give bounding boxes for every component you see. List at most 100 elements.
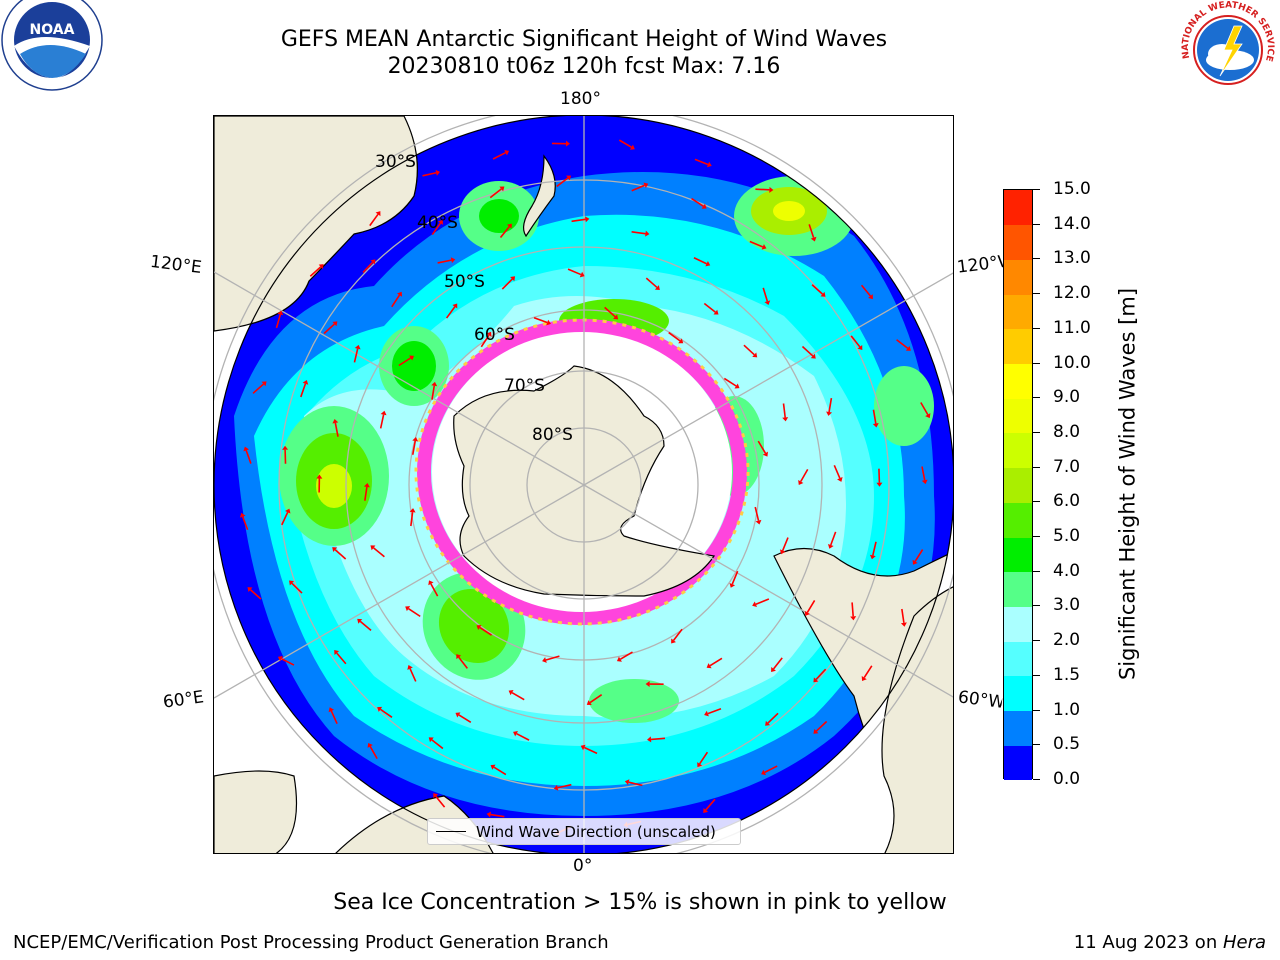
- wind-arrow: [707, 707, 722, 715]
- wind-arrow: [672, 628, 683, 641]
- colorbar-tick: [1033, 536, 1040, 538]
- wind-arrow: [772, 657, 783, 670]
- wind-arrow-head: [318, 264, 324, 270]
- colorbar-tick-label: 8.0: [1053, 421, 1081, 442]
- wind-arrow-head: [375, 211, 381, 217]
- wind-arrow: [334, 422, 339, 437]
- wind-arrow: [369, 746, 378, 760]
- wind-arrow-head: [428, 737, 434, 743]
- wind-arrow-head: [486, 331, 492, 337]
- colorbar-segment: [1004, 363, 1032, 399]
- wind-arrow-head: [455, 712, 461, 718]
- colorbar-tick: [1033, 640, 1040, 642]
- wind-arrow-head: [546, 319, 551, 326]
- wind-arrow: [511, 691, 525, 701]
- wind-arrow-head: [580, 744, 586, 751]
- wind-arrow-head: [486, 811, 492, 818]
- colorbar-tick-label: 12.0: [1053, 283, 1091, 304]
- wind-arrow: [533, 316, 548, 324]
- wind-arrow-head: [354, 344, 361, 350]
- svg-text:NOAA: NOAA: [30, 22, 75, 38]
- colorbar-segment: [1004, 675, 1032, 712]
- wind-arrow: [618, 139, 632, 148]
- wind-arrow-head: [729, 582, 736, 588]
- colorbar-segment: [1004, 190, 1032, 226]
- wind-arrow: [920, 402, 929, 416]
- wind-arrow: [373, 547, 385, 558]
- wind-arrow: [631, 184, 645, 192]
- wind-arrow: [650, 737, 666, 741]
- colorbar: [1003, 189, 1033, 781]
- wind-arrow-head: [912, 559, 918, 565]
- wind-arrow-head: [752, 352, 758, 358]
- wind-arrow: [755, 188, 770, 191]
- wind-arrow-head: [277, 656, 283, 662]
- wind-arrow: [762, 287, 769, 302]
- map-panel[interactable]: [213, 115, 954, 854]
- colorbar-tick-label: 2.0: [1053, 630, 1081, 651]
- new-zealand: [522, 154, 556, 238]
- wind-arrow-head: [510, 276, 516, 282]
- wind-arrow: [334, 549, 347, 560]
- wind-arrow-head: [850, 616, 857, 621]
- colorbar-segment: [1004, 745, 1032, 781]
- wind-arrow-head: [566, 175, 572, 181]
- wind-arrow: [693, 257, 707, 265]
- wind-arrow: [364, 486, 368, 501]
- wind-arrow-head: [706, 161, 712, 168]
- wind-arrow-head: [765, 720, 771, 726]
- noaa-logo: NOAA: [1, 0, 103, 91]
- wind-arrow: [589, 693, 603, 704]
- wind-arrow: [431, 385, 436, 400]
- wind-arrow: [493, 766, 507, 776]
- wind-arrow-head: [380, 410, 387, 416]
- wind-arrow-head: [438, 219, 443, 225]
- wind-arrow-head: [407, 665, 413, 670]
- colorbar-tick-label: 15.0: [1053, 179, 1091, 199]
- wind-arrow-head: [409, 508, 416, 513]
- colorbar-tick-label: 13.0: [1053, 248, 1091, 269]
- wind-arrow: [806, 600, 816, 613]
- wind-arrow: [241, 516, 249, 531]
- wind-arrow-head: [553, 784, 559, 791]
- wind-arrow-head: [762, 451, 768, 457]
- wind-arrow-head: [584, 216, 590, 223]
- wind-arrow: [499, 226, 510, 239]
- polar-map[interactable]: [214, 116, 954, 854]
- colorbar-segment: [1004, 259, 1032, 295]
- graticule: [214, 116, 953, 853]
- colorbar-segment: [1004, 710, 1032, 746]
- wind-arrow-head: [405, 606, 411, 612]
- wind-arrow: [379, 414, 385, 429]
- wind-arrow-head: [450, 257, 456, 264]
- wind-arrow: [850, 335, 861, 348]
- wind-arrow-head: [925, 413, 931, 419]
- wind-arrow-head: [678, 338, 684, 344]
- colorbar-tick-label: 1.5: [1053, 664, 1081, 685]
- wind-arrow-head: [697, 762, 703, 768]
- wind-arrow-head: [900, 622, 907, 627]
- wind-arrow: [723, 377, 737, 387]
- wind-arrow-head: [820, 291, 826, 297]
- sea-ice-note: Sea Ice Concentration > 15% is shown in …: [333, 890, 947, 915]
- wind-arrow-head: [613, 314, 619, 320]
- wind-arrow: [408, 607, 421, 618]
- wind-arrow: [754, 506, 760, 521]
- wind-arrow-head: [377, 706, 383, 712]
- wind-arrow-head: [706, 663, 712, 669]
- colorbar-tick: [1033, 293, 1040, 295]
- colorbar-tick: [1033, 223, 1040, 225]
- colorbar-tick-label: 10.0: [1053, 352, 1091, 373]
- wind-arrow-head: [243, 446, 250, 452]
- colorbar-segment: [1004, 398, 1032, 434]
- wind-arrow-head: [769, 186, 774, 193]
- wind-arrow: [860, 284, 872, 297]
- wind-arrow-head: [357, 618, 363, 624]
- wind-arrow: [245, 450, 252, 464]
- wind-arrow-head: [476, 625, 482, 631]
- wind-arrow-head: [542, 657, 547, 663]
- wind-arrow-head: [277, 310, 284, 316]
- wind-arrow: [353, 348, 359, 363]
- wind-arrow-head: [456, 654, 462, 660]
- colorbar-tick-label: 5.0: [1053, 526, 1081, 547]
